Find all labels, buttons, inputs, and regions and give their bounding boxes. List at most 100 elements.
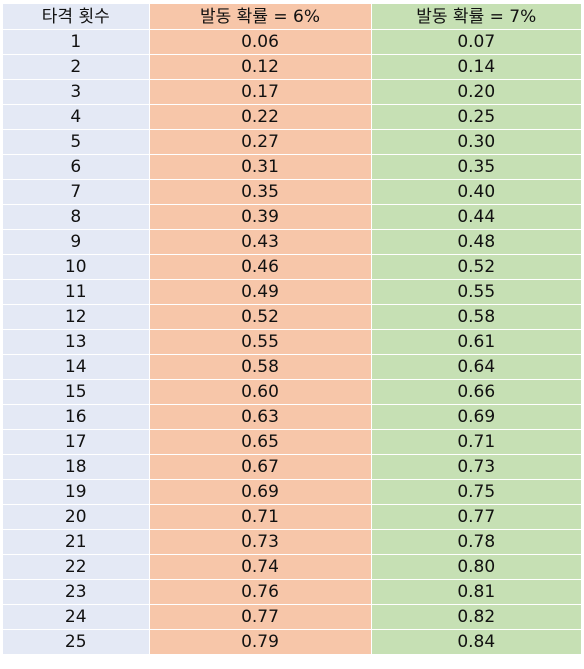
cell-probability-6: 0.79 bbox=[148, 629, 371, 655]
header-probability-6: 발동 확률 = 6% bbox=[148, 4, 371, 30]
table-row: 1 0.06 0.07 bbox=[3, 29, 581, 55]
cell-hit-count: 13 bbox=[3, 329, 149, 355]
cell-probability-6: 0.22 bbox=[148, 104, 371, 130]
probability-table: 타격 횟수 발동 확률 = 6% 발동 확률 = 7% 1 0.06 0.07 2 0.… bbox=[3, 4, 581, 655]
cell-hit-count: 1 bbox=[3, 29, 149, 55]
cell-probability-6: 0.46 bbox=[148, 254, 371, 280]
cell-hit-count: 16 bbox=[3, 404, 149, 430]
table-row: 19 0.69 0.75 bbox=[3, 479, 581, 505]
cell-hit-count: 19 bbox=[3, 479, 149, 505]
cell-probability-7: 0.40 bbox=[370, 179, 581, 205]
cell-probability-6: 0.35 bbox=[148, 179, 371, 205]
cell-probability-7: 0.80 bbox=[370, 554, 581, 580]
cell-probability-7: 0.52 bbox=[370, 254, 581, 280]
cell-probability-7: 0.07 bbox=[370, 29, 581, 55]
cell-probability-7: 0.55 bbox=[370, 279, 581, 305]
table-row: 17 0.65 0.71 bbox=[3, 429, 581, 455]
cell-hit-count: 2 bbox=[3, 54, 149, 80]
cell-probability-7: 0.84 bbox=[370, 629, 581, 655]
table-row: 13 0.55 0.61 bbox=[3, 329, 581, 355]
cell-probability-6: 0.49 bbox=[148, 279, 371, 305]
cell-probability-6: 0.27 bbox=[148, 129, 371, 155]
cell-probability-6: 0.43 bbox=[148, 229, 371, 255]
cell-hit-count: 8 bbox=[3, 204, 149, 230]
table-row: 18 0.67 0.73 bbox=[3, 454, 581, 480]
cell-hit-count: 11 bbox=[3, 279, 149, 305]
cell-probability-7: 0.44 bbox=[370, 204, 581, 230]
cell-probability-7: 0.14 bbox=[370, 54, 581, 80]
table-row: 11 0.49 0.55 bbox=[3, 279, 581, 305]
cell-probability-6: 0.65 bbox=[148, 429, 371, 455]
cell-hit-count: 10 bbox=[3, 254, 149, 280]
probability-table-container: 타격 횟수 발동 확률 = 6% 발동 확률 = 7% 1 0.06 0.07 2 0.… bbox=[3, 4, 581, 655]
cell-probability-6: 0.71 bbox=[148, 504, 371, 530]
table-row: 16 0.63 0.69 bbox=[3, 404, 581, 430]
cell-probability-6: 0.12 bbox=[148, 54, 371, 80]
cell-hit-count: 21 bbox=[3, 529, 149, 555]
cell-hit-count: 15 bbox=[3, 379, 149, 405]
cell-probability-7: 0.75 bbox=[370, 479, 581, 505]
cell-probability-7: 0.78 bbox=[370, 529, 581, 555]
cell-probability-7: 0.77 bbox=[370, 504, 581, 530]
cell-probability-7: 0.73 bbox=[370, 454, 581, 480]
cell-hit-count: 6 bbox=[3, 154, 149, 180]
cell-probability-7: 0.81 bbox=[370, 579, 581, 605]
cell-hit-count: 22 bbox=[3, 554, 149, 580]
cell-probability-6: 0.52 bbox=[148, 304, 371, 330]
cell-probability-6: 0.67 bbox=[148, 454, 371, 480]
table-row: 23 0.76 0.81 bbox=[3, 579, 581, 605]
table-row: 15 0.60 0.66 bbox=[3, 379, 581, 405]
cell-probability-6: 0.60 bbox=[148, 379, 371, 405]
table-row: 9 0.43 0.48 bbox=[3, 229, 581, 255]
cell-probability-6: 0.06 bbox=[148, 29, 371, 55]
cell-probability-7: 0.20 bbox=[370, 79, 581, 105]
table-row: 10 0.46 0.52 bbox=[3, 254, 581, 280]
cell-hit-count: 23 bbox=[3, 579, 149, 605]
cell-probability-7: 0.69 bbox=[370, 404, 581, 430]
cell-probability-6: 0.39 bbox=[148, 204, 371, 230]
cell-hit-count: 18 bbox=[3, 454, 149, 480]
cell-hit-count: 9 bbox=[3, 229, 149, 255]
cell-probability-7: 0.25 bbox=[370, 104, 581, 130]
cell-probability-6: 0.76 bbox=[148, 579, 371, 605]
cell-probability-6: 0.69 bbox=[148, 479, 371, 505]
cell-hit-count: 17 bbox=[3, 429, 149, 455]
header-probability-7: 발동 확률 = 7% bbox=[370, 4, 581, 30]
table-body: 1 0.06 0.07 2 0.12 0.14 3 0.17 0.20 4 0.22 0.25 5 0.2… bbox=[3, 29, 581, 655]
cell-probability-6: 0.17 bbox=[148, 79, 371, 105]
header-hit-count: 타격 횟수 bbox=[3, 4, 149, 30]
cell-hit-count: 12 bbox=[3, 304, 149, 330]
table-row: 6 0.31 0.35 bbox=[3, 154, 581, 180]
table-row: 20 0.71 0.77 bbox=[3, 504, 581, 530]
cell-probability-7: 0.71 bbox=[370, 429, 581, 455]
table-row: 22 0.74 0.80 bbox=[3, 554, 581, 580]
cell-probability-7: 0.64 bbox=[370, 354, 581, 380]
cell-probability-7: 0.48 bbox=[370, 229, 581, 255]
table-row: 12 0.52 0.58 bbox=[3, 304, 581, 330]
cell-probability-6: 0.55 bbox=[148, 329, 371, 355]
cell-probability-7: 0.35 bbox=[370, 154, 581, 180]
cell-probability-7: 0.58 bbox=[370, 304, 581, 330]
table-row: 7 0.35 0.40 bbox=[3, 179, 581, 205]
table-row: 14 0.58 0.64 bbox=[3, 354, 581, 380]
cell-probability-6: 0.73 bbox=[148, 529, 371, 555]
cell-hit-count: 14 bbox=[3, 354, 149, 380]
cell-probability-7: 0.66 bbox=[370, 379, 581, 405]
cell-hit-count: 4 bbox=[3, 104, 149, 130]
table-row: 5 0.27 0.30 bbox=[3, 129, 581, 155]
cell-probability-7: 0.30 bbox=[370, 129, 581, 155]
table-row: 3 0.17 0.20 bbox=[3, 79, 581, 105]
table-row: 24 0.77 0.82 bbox=[3, 604, 581, 630]
table-row: 2 0.12 0.14 bbox=[3, 54, 581, 80]
cell-probability-6: 0.58 bbox=[148, 354, 371, 380]
table-row: 8 0.39 0.44 bbox=[3, 204, 581, 230]
cell-hit-count: 20 bbox=[3, 504, 149, 530]
cell-probability-6: 0.74 bbox=[148, 554, 371, 580]
table-row: 21 0.73 0.78 bbox=[3, 529, 581, 555]
cell-hit-count: 25 bbox=[3, 629, 149, 655]
cell-probability-6: 0.77 bbox=[148, 604, 371, 630]
cell-hit-count: 5 bbox=[3, 129, 149, 155]
table-row: 25 0.79 0.84 bbox=[3, 629, 581, 655]
table-row: 4 0.22 0.25 bbox=[3, 104, 581, 130]
cell-hit-count: 24 bbox=[3, 604, 149, 630]
